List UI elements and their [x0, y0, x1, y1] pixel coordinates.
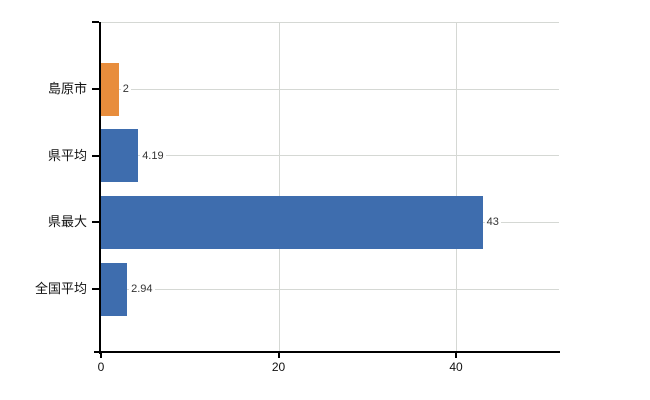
vertical-gridline — [456, 22, 458, 352]
bar — [101, 195, 483, 249]
x-axis-tick — [100, 353, 102, 358]
x-axis-tick-label: 0 — [97, 360, 105, 374]
y-axis-end-tick — [92, 21, 99, 23]
x-axis-line — [94, 351, 560, 353]
horizontal-gridline — [101, 288, 559, 290]
bar-value-label: 43 — [484, 214, 501, 231]
x-axis-tick — [455, 353, 458, 358]
bar-value-label: 2 — [120, 81, 131, 97]
bar — [101, 62, 119, 116]
plot-top-gridline — [101, 22, 559, 23]
y-axis-tick — [92, 221, 99, 224]
y-axis-label: 県最大 — [47, 214, 87, 230]
y-axis-label: 県平均 — [47, 147, 87, 163]
y-axis-line — [99, 22, 101, 354]
plot-area: 2 4.19 43 2.94 — [101, 22, 559, 352]
y-axis-label: 全国平均 — [34, 281, 87, 297]
bar-value-label: 4.19 — [140, 147, 166, 164]
bar — [101, 262, 128, 316]
vertical-gridline — [278, 22, 280, 352]
horizontal-gridline — [101, 155, 559, 157]
x-axis-tick-label: 40 — [449, 360, 463, 374]
bar — [101, 129, 139, 183]
x-axis-tick-label: 20 — [271, 360, 286, 374]
y-axis-label: 島原市 — [47, 81, 87, 96]
y-axis-tick — [92, 154, 99, 157]
horizontal-gridline — [101, 88, 559, 90]
y-axis-tick — [92, 88, 99, 90]
y-axis-tick — [92, 288, 99, 291]
x-axis-tick — [277, 353, 280, 358]
bar-value-label: 2.94 — [129, 281, 155, 298]
